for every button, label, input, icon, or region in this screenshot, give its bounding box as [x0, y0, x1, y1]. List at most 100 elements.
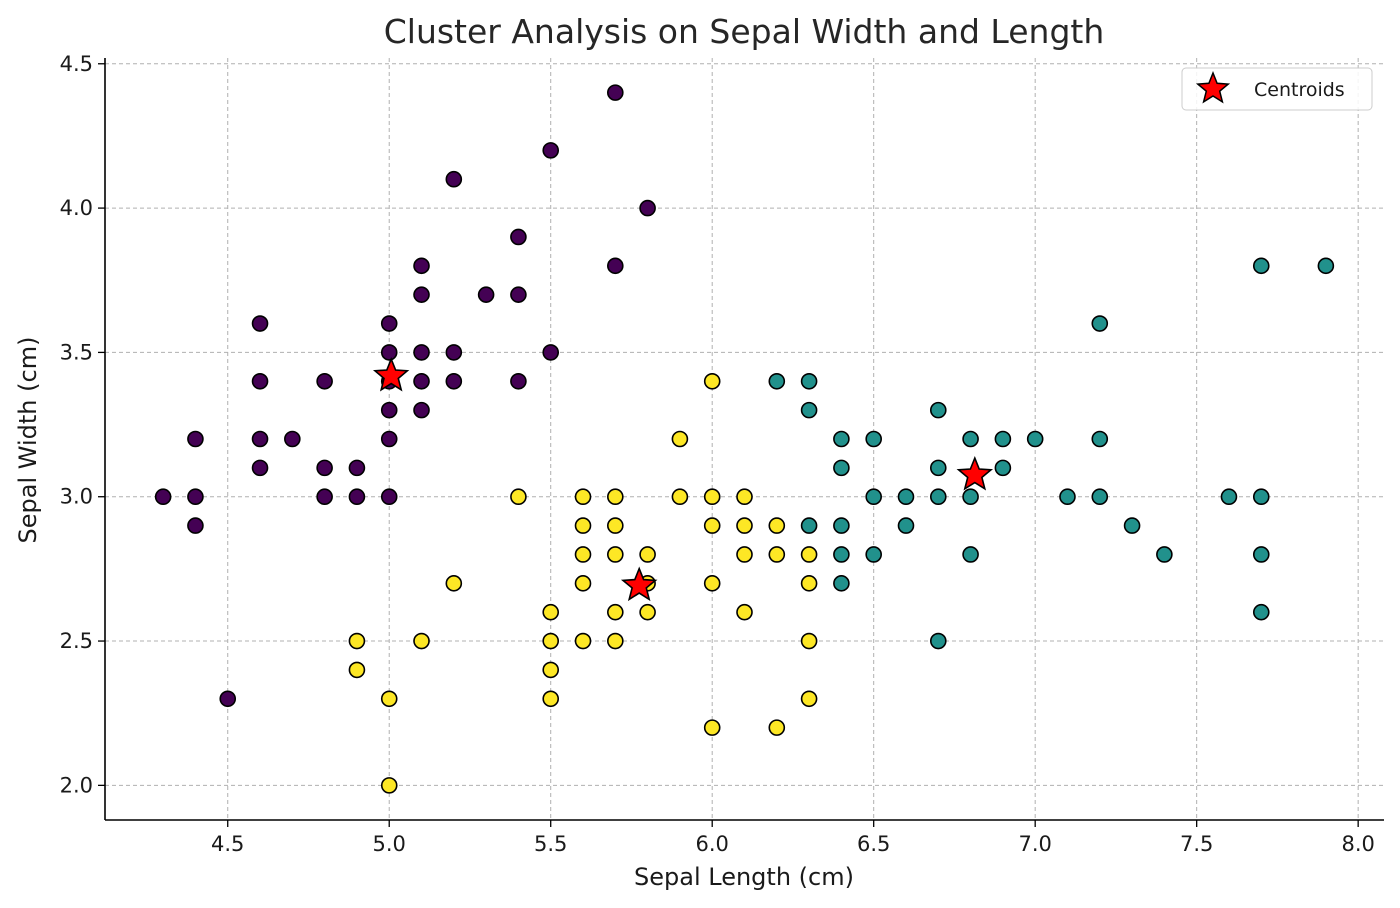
data-point	[736, 488, 753, 506]
data-point	[833, 575, 850, 592]
y-tick-label: 3.0	[60, 485, 93, 509]
data-point	[929, 488, 947, 506]
data-point	[510, 286, 527, 303]
data-point	[413, 401, 430, 419]
data-point	[413, 286, 430, 303]
data-point	[251, 315, 269, 332]
data-point	[607, 257, 624, 275]
data-point	[542, 661, 560, 679]
centroid-star	[956, 455, 994, 491]
data-point	[768, 372, 786, 390]
x-tick-label: 8.0	[1341, 832, 1374, 856]
data-point	[703, 488, 721, 506]
data-point	[348, 459, 366, 477]
data-point	[994, 459, 1012, 477]
data-point	[542, 603, 560, 621]
y-axis-label: Sepal Width (cm)	[14, 337, 42, 544]
data-point	[187, 430, 204, 448]
data-point	[800, 546, 818, 563]
data-point	[284, 430, 301, 448]
x-tick-label: 6.0	[695, 832, 728, 856]
data-point	[736, 517, 753, 534]
data-point	[574, 632, 592, 650]
data-point	[929, 459, 947, 477]
data-point	[574, 575, 592, 592]
data-point	[768, 517, 786, 534]
data-point	[348, 661, 366, 679]
data-point	[380, 488, 398, 506]
data-point	[607, 546, 624, 563]
data-point	[607, 603, 624, 621]
data-point	[251, 459, 269, 477]
data-point	[413, 344, 430, 361]
data-point	[316, 372, 333, 390]
legend-label-centroids: Centroids	[1254, 79, 1345, 101]
data-point	[994, 430, 1012, 448]
x-tick-label: 7.5	[1180, 832, 1213, 856]
x-axis-ticks: 4.5 5.0 5.5 6.0 6.5 7.0 7.5 8.0	[211, 820, 1375, 856]
data-point	[800, 575, 818, 592]
centroid-star	[620, 566, 658, 602]
data-point	[413, 257, 430, 275]
data-point	[542, 142, 560, 159]
data-point	[380, 690, 398, 708]
data-point	[1252, 488, 1270, 506]
data-point	[897, 517, 915, 534]
data-point	[510, 488, 527, 506]
data-point	[413, 372, 430, 390]
data-point	[768, 546, 786, 563]
data-point	[962, 488, 979, 506]
data-point	[574, 546, 592, 563]
data-point	[1091, 315, 1109, 332]
data-point	[251, 430, 269, 448]
data-point	[929, 632, 947, 650]
x-tick-label: 4.5	[211, 832, 244, 856]
data-point	[607, 517, 624, 534]
data-point	[187, 517, 204, 534]
data-point	[380, 401, 398, 419]
data-point	[187, 488, 204, 506]
data-point	[1059, 488, 1076, 506]
data-point	[380, 777, 398, 794]
data-point	[833, 546, 850, 563]
data-point	[962, 546, 979, 563]
data-point	[671, 430, 689, 448]
data-point	[800, 401, 818, 419]
data-point	[1026, 430, 1044, 448]
data-point	[1123, 517, 1141, 534]
data-point	[510, 372, 527, 390]
data-points	[154, 84, 1335, 794]
x-tick-label: 6.5	[857, 832, 890, 856]
data-point	[1317, 257, 1335, 275]
data-point	[1091, 488, 1109, 506]
data-point	[639, 603, 656, 621]
data-point	[348, 488, 366, 506]
legend: Centroids	[1181, 67, 1373, 111]
data-point	[607, 84, 624, 101]
y-tick-label: 4.5	[60, 52, 93, 76]
legend-box	[1181, 67, 1373, 111]
data-point	[865, 488, 882, 506]
y-tick-label: 4.0	[60, 196, 93, 220]
data-point	[703, 719, 721, 736]
x-axis-label: Sepal Length (cm)	[634, 863, 854, 891]
data-point	[316, 488, 333, 506]
data-point	[639, 199, 656, 217]
centroid-star	[372, 356, 410, 392]
data-point	[380, 315, 398, 332]
x-tick-label: 7.0	[1018, 832, 1051, 856]
data-point	[800, 517, 818, 534]
chart-title: Cluster Analysis on Sepal Width and Leng…	[384, 12, 1105, 51]
data-point	[1252, 257, 1270, 275]
data-point	[251, 372, 269, 390]
data-point	[542, 632, 560, 650]
x-tick-label: 5.0	[373, 832, 406, 856]
data-point	[1091, 430, 1109, 448]
data-point	[703, 372, 721, 390]
data-point	[768, 719, 786, 736]
data-point	[1252, 546, 1270, 563]
data-point	[1156, 546, 1173, 563]
data-point	[865, 546, 882, 563]
data-point	[542, 344, 560, 361]
